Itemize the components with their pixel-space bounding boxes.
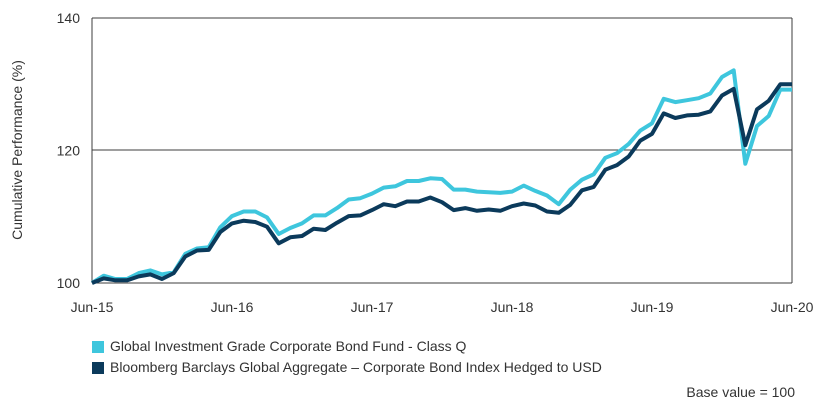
x-tick-label: Jun-20 (771, 299, 814, 315)
x-tick-label: Jun-19 (631, 299, 674, 315)
series-layer (90, 68, 792, 285)
y-tick-label: 100 (57, 275, 81, 291)
series-line-index (91, 82, 792, 285)
legend-label-fund: Global Investment Grade Corporate Bond F… (110, 338, 467, 354)
x-tick-label: Jun-15 (71, 299, 114, 315)
legend-swatch-index (92, 361, 104, 374)
line-chart: 100 120 140 Jun-15 Jun-16 Jun-17 Jun-18 Jun-19… (9, 10, 814, 315)
y-tick-label: 140 (57, 10, 81, 26)
x-axis-ticks: Jun-15 Jun-16 Jun-17 Jun-18 Jun-19 Jun-20 (71, 299, 814, 315)
plot-area (91, 17, 793, 284)
y-tick-label: 120 (57, 143, 81, 159)
y-axis-title: Cumulative Performance (%) (9, 60, 25, 240)
legend-label-index: Bloomberg Barclays Global Aggregate – Co… (110, 359, 602, 375)
legend-swatch-fund (92, 340, 104, 353)
legend: Global Investment Grade Corporate Bond F… (92, 336, 602, 378)
x-tick-label: Jun-17 (351, 299, 394, 315)
x-tick-label: Jun-16 (211, 299, 254, 315)
legend-item-fund: Global Investment Grade Corporate Bond F… (92, 336, 602, 357)
legend-item-index: Bloomberg Barclays Global Aggregate – Co… (92, 357, 602, 378)
base-value-note: Base value = 100 (686, 384, 795, 400)
x-tick-label: Jun-18 (491, 299, 534, 315)
y-axis-ticks: 100 120 140 (57, 10, 81, 291)
